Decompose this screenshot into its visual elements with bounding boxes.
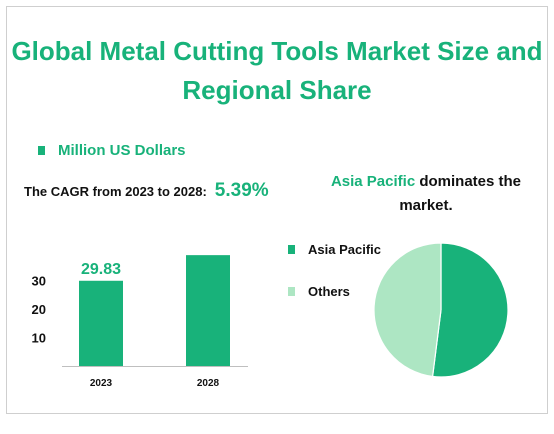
- bar: [186, 255, 230, 366]
- y-tick-label: 10: [32, 330, 46, 345]
- pie-title: Asia Pacific dominates the market.: [316, 170, 536, 218]
- pie-slice: [431, 242, 509, 378]
- pie-slice: [373, 242, 442, 378]
- bar: [79, 280, 123, 366]
- y-tick-label: 20: [32, 302, 46, 317]
- chart-title: Global Metal Cutting Tools Market Size a…: [11, 36, 543, 105]
- data-label: 29.83: [81, 261, 121, 278]
- y-tick-label: 30: [32, 273, 46, 288]
- pie-legend-label-asia-pacific: Asia Pacific: [308, 242, 381, 257]
- cagr-label: The CAGR from 2023 to 2028:: [24, 184, 207, 199]
- pie-legend-swatch-asia-pacific: [288, 245, 295, 254]
- pie-title-highlight: Asia Pacific: [330, 173, 416, 190]
- cagr-value: 5.39%: [214, 180, 269, 201]
- pie-legend-swatch-others: [288, 287, 295, 296]
- pie-legend-label-others: Others: [308, 284, 350, 299]
- x-tick-label: 2023: [90, 378, 113, 389]
- cagr-line: The CAGR from 2023 to 2028: 5.39%: [24, 180, 269, 202]
- pie-legend-item-others: Others: [288, 284, 350, 299]
- unit-legend-swatch: [38, 146, 45, 155]
- unit-legend-label: Million US Dollars: [58, 142, 186, 159]
- pie-legend-item-asia-pacific: Asia Pacific: [288, 242, 381, 257]
- unit-legend: Million US Dollars: [38, 142, 186, 159]
- x-tick-label: 2028: [197, 378, 220, 389]
- pie-title-rest: dominates the market.: [399, 173, 522, 214]
